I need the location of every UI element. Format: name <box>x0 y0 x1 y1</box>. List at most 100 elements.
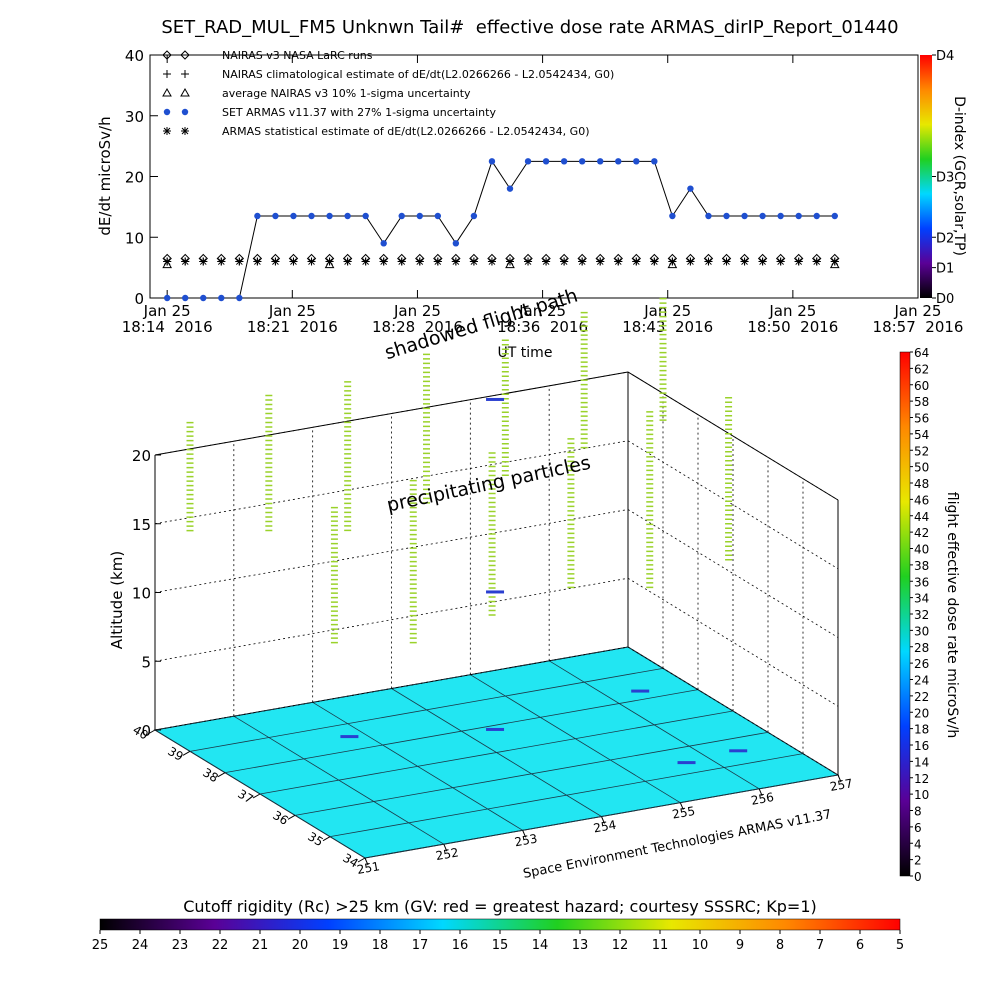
data-point <box>397 257 406 266</box>
colorbar-tick-label: 46 <box>914 493 929 507</box>
cutoff-colorbar-tick-label: 11 <box>652 938 669 953</box>
data-point <box>614 257 623 266</box>
colorbar-tick-label: 4 <box>914 837 922 851</box>
data-point <box>343 257 352 266</box>
data-point <box>542 158 550 165</box>
y-tick <box>252 793 261 799</box>
data-point <box>686 257 695 266</box>
data-point <box>290 212 297 220</box>
x-tick-label: Jan 25 18:28 2016 <box>372 302 463 336</box>
data-point <box>433 257 442 266</box>
cutoff-colorbar-tick-label: 18 <box>372 938 389 953</box>
colorbar-tick-label: 18 <box>914 723 929 737</box>
colorbar-tick-label: 16 <box>914 739 929 753</box>
x-tick-label-line: 18:14 2016 <box>122 318 213 336</box>
z-tick-label: 0 <box>141 722 151 740</box>
colorbar-tick-label: 32 <box>914 608 929 622</box>
data-point <box>578 257 587 266</box>
data-point <box>669 212 676 220</box>
data-point <box>578 158 586 165</box>
data-point <box>271 257 280 266</box>
cutoff-colorbar <box>99 918 901 931</box>
data-point <box>235 257 244 266</box>
data-point <box>236 294 243 302</box>
x-tick <box>364 857 369 866</box>
data-point <box>795 212 802 220</box>
flight-point <box>486 590 505 594</box>
cutoff-colorbar-tick-label: 7 <box>816 938 824 953</box>
data-point <box>398 212 405 220</box>
data-point <box>325 257 334 266</box>
data-point <box>200 294 207 302</box>
x-tick-label: Jan 25 18:36 2016 <box>497 302 588 336</box>
colorbar-tick-label: 64 <box>914 346 929 360</box>
cutoff-colorbar-tick-label: 6 <box>856 938 864 953</box>
data-point <box>380 240 387 247</box>
data-point <box>705 212 712 220</box>
data-point <box>777 212 784 220</box>
data-point <box>776 257 785 266</box>
z-tick-label: 15 <box>132 516 151 534</box>
colorbar-tick-label: 0 <box>914 870 922 884</box>
y-tick-label: 30 <box>125 108 144 126</box>
legend-marker <box>162 87 172 97</box>
x-tick-label-line: Jan 25 <box>894 302 942 320</box>
data-point <box>632 257 641 266</box>
x-tick-label-line: 18:43 2016 <box>622 318 713 336</box>
data-point <box>524 257 533 266</box>
y-tick-label: 38 <box>200 765 220 785</box>
data-point <box>307 257 316 266</box>
x-tick-label-line: Jan 25 <box>143 302 191 320</box>
x-tick-label-line: Jan 25 <box>643 302 691 320</box>
data-point <box>163 257 172 266</box>
data-point <box>415 257 424 266</box>
x-tick-label-line: Jan 25 <box>518 302 566 320</box>
legend-label: average NAIRAS v3 10% 1-sigma uncertaint… <box>222 87 471 100</box>
cutoff-colorbar-tick-label: 9 <box>736 938 744 953</box>
x-tick <box>837 774 842 783</box>
data-point <box>651 158 658 165</box>
data-point <box>668 257 677 266</box>
data-point <box>722 257 731 266</box>
data-point <box>199 257 208 266</box>
legend-marker <box>162 50 172 60</box>
y2-tick-label: D3 <box>936 171 954 186</box>
cutoff-colorbar-tick-label: 12 <box>612 938 629 953</box>
data-point <box>217 257 226 266</box>
y-tick <box>357 857 366 863</box>
data-point <box>253 257 262 266</box>
legend-label: NAIRAS climatological estimate of dE/dt(… <box>222 68 614 81</box>
data-point <box>182 294 189 302</box>
grid-line <box>627 577 839 707</box>
data-point <box>741 212 748 220</box>
data-point <box>597 158 604 165</box>
y-tick <box>287 814 296 820</box>
data-point <box>181 257 190 266</box>
y2-tick-label: D2 <box>936 231 954 246</box>
colorbar-tick-label: 14 <box>914 755 929 769</box>
x-tick-label-line: 18:36 2016 <box>497 318 588 336</box>
cutoff-colorbar-tick-label: 24 <box>132 938 149 953</box>
colorbar-tick-label: 38 <box>914 559 929 573</box>
cutoff-colorbar-tick-label: 21 <box>252 938 269 953</box>
floor-grid-line <box>224 689 699 774</box>
x-tick-label: 257 <box>829 776 854 794</box>
colorbar-tick-label: 48 <box>914 477 929 491</box>
colorbar-tick-label: 22 <box>914 690 929 704</box>
colorbar-tick-label: 34 <box>914 592 929 606</box>
flight-point <box>340 735 359 739</box>
data-point <box>615 158 622 165</box>
colorbar-label: flight effective dose rate microSv/h <box>944 492 960 738</box>
colorbar-tick-label: 2 <box>914 854 922 868</box>
x-tick-label: 252 <box>435 845 460 863</box>
legend-marker <box>163 108 171 116</box>
legend-marker <box>180 87 190 97</box>
colorbar-tick-label: 12 <box>914 772 929 786</box>
data-point <box>524 158 532 165</box>
colorbar-tick-label: 62 <box>914 362 929 376</box>
x-tick-label: Jan 25 18:43 2016 <box>622 302 713 336</box>
data-point <box>830 257 839 266</box>
y-tick-label: 40 <box>125 47 144 65</box>
d-index-colorbar <box>920 55 932 298</box>
x-tick-label-line: Jan 25 <box>393 302 441 320</box>
